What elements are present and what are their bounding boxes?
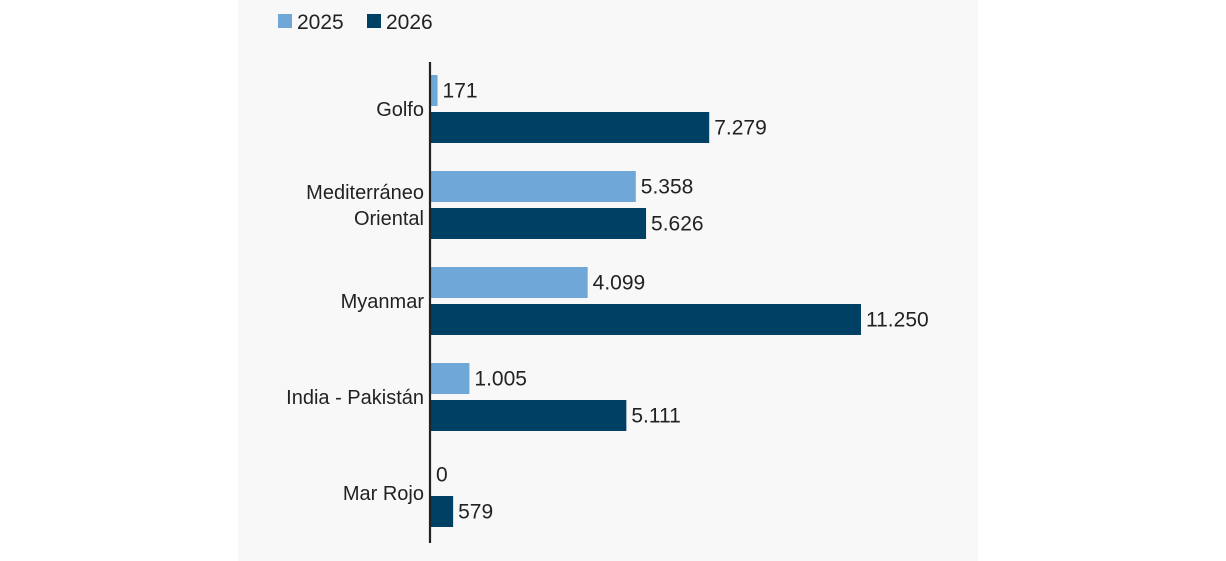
plot-background (238, 0, 978, 561)
bar-2026-3 (431, 400, 627, 431)
legend-label-2025: 2025 (297, 11, 344, 34)
legend-swatch-2025 (278, 14, 292, 28)
value-label-2026-1: 5.626 (651, 213, 704, 236)
value-label-2025-3: 1.005 (474, 368, 527, 391)
value-label-2026-3: 5.111 (631, 405, 680, 428)
bar-2025-1 (431, 171, 636, 202)
category-label-4: Mar Rojo (343, 483, 424, 505)
legend-swatch-2026 (367, 14, 381, 28)
category-label-2: Myanmar (341, 291, 425, 313)
bar-2025-0 (431, 75, 438, 106)
bar-2025-2 (431, 267, 588, 298)
value-label-2025-4: 0 (436, 464, 448, 487)
value-label-2025-2: 4.099 (593, 272, 646, 295)
category-label-1-line-1: Oriental (354, 208, 424, 230)
value-label-2025-0: 171 (443, 80, 478, 103)
legend: 2025 2026 (278, 11, 433, 34)
category-label-1-line-0: Mediterráneo (306, 182, 424, 204)
bars: 171 7.279 5.358 5.626 4.099 11.250 1.005 5.111 0… (431, 75, 929, 527)
bar-2026-4 (431, 496, 454, 527)
category-label-3: India - Pakistán (286, 387, 424, 409)
bar-2025-3 (431, 363, 470, 394)
bar-2026-2 (431, 304, 861, 335)
category-label-0: Golfo (376, 99, 424, 121)
value-label-2026-2: 11.250 (866, 309, 929, 332)
value-label-2025-1: 5.358 (641, 176, 694, 199)
category-labels: Golfo Mediterráneo Oriental Myanmar India - … (286, 99, 424, 505)
value-label-2026-4: 579 (458, 501, 493, 524)
bar-2026-1 (431, 208, 647, 239)
bar-2026-0 (431, 112, 710, 143)
legend-label-2026: 2026 (386, 11, 433, 34)
value-label-2026-0: 7.279 (714, 117, 767, 140)
